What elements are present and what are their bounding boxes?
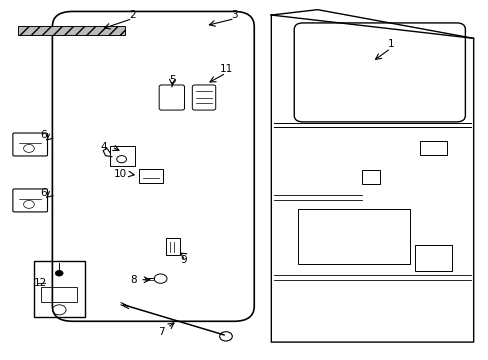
Bar xyxy=(361,170,379,184)
Text: 2: 2 xyxy=(129,10,135,20)
Text: 1: 1 xyxy=(386,39,393,49)
Bar xyxy=(110,146,135,166)
Text: 6: 6 xyxy=(40,130,47,140)
Text: 11: 11 xyxy=(219,64,232,74)
Bar xyxy=(298,209,409,264)
Text: 10: 10 xyxy=(113,169,126,179)
Bar xyxy=(166,238,180,255)
Bar xyxy=(18,26,125,35)
Bar xyxy=(34,261,85,317)
Text: 9: 9 xyxy=(181,255,187,265)
Text: 5: 5 xyxy=(169,75,175,85)
Text: 7: 7 xyxy=(158,327,164,337)
Bar xyxy=(414,244,451,271)
Bar xyxy=(139,169,162,183)
Text: 4: 4 xyxy=(101,142,107,152)
Bar xyxy=(419,140,446,155)
Bar xyxy=(18,26,125,35)
Text: 12: 12 xyxy=(34,278,47,288)
Text: 8: 8 xyxy=(130,275,136,285)
Text: 6: 6 xyxy=(40,188,47,198)
Text: 3: 3 xyxy=(231,10,238,20)
Bar xyxy=(41,287,77,302)
Circle shape xyxy=(55,270,63,276)
